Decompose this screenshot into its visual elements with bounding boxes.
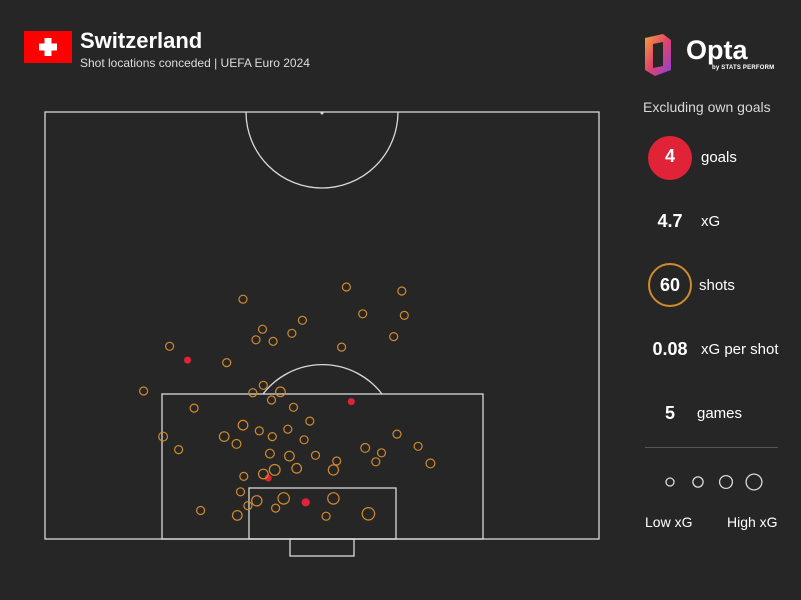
shot-point (254, 426, 264, 436)
centre-circle (245, 111, 399, 189)
shot-point (327, 492, 340, 505)
opta-logo (637, 32, 787, 80)
opta-logo-text: Opta (686, 35, 748, 65)
shot-point (305, 416, 315, 426)
games-label: games (697, 405, 743, 422)
shot-point (237, 419, 249, 431)
goals-badge (648, 136, 692, 180)
goal-shot-point (184, 356, 192, 364)
shot-point (392, 429, 402, 439)
shot-point (267, 432, 277, 442)
shot-point (139, 386, 149, 396)
shot-point (231, 510, 243, 521)
xg-value: 4.7 (657, 211, 683, 231)
opta-logo-icon (645, 34, 671, 76)
shot-point (337, 342, 347, 352)
shot-point (299, 435, 309, 445)
shot-point (283, 424, 293, 434)
legend-size-circle (718, 474, 734, 490)
goal-shot-point (301, 498, 310, 507)
goal-shot-point (264, 474, 272, 482)
switzerland-flag-icon (24, 31, 72, 63)
shot-point (332, 456, 342, 466)
shot-point (341, 282, 351, 292)
chart-subtitle: Shot locations conceded | UEFA Euro 2024 (80, 56, 310, 70)
shot-point (399, 310, 409, 320)
shot-point (243, 501, 253, 511)
shot-point (268, 336, 278, 346)
shot-point (258, 380, 268, 390)
shot-point (235, 487, 246, 497)
shot-point (376, 448, 387, 458)
shot-point (287, 328, 297, 338)
opta-logo-tagline: by STATS PERFORM (712, 65, 775, 71)
shot-point (222, 358, 232, 368)
penalty-arc (262, 364, 383, 395)
chart-title: Switzerland (80, 28, 203, 53)
games-value: 5 (664, 403, 675, 423)
goals-label: goals (701, 149, 737, 166)
shot-point (196, 505, 206, 516)
shot-point (251, 495, 263, 507)
shot-point (361, 506, 376, 521)
shots-value: 60 (659, 275, 681, 295)
legend-size-circle (665, 477, 675, 487)
shot-point (189, 403, 199, 413)
shot-point (327, 464, 340, 476)
legend-size-circle (692, 476, 704, 488)
shot-point (158, 431, 169, 442)
shot-point (238, 294, 248, 304)
shot-point (425, 458, 436, 469)
shot-point (284, 450, 295, 462)
goal (289, 538, 355, 557)
shot-point (218, 431, 230, 443)
shot-point (264, 448, 275, 459)
shot-point (389, 332, 399, 342)
shot-point (291, 462, 303, 474)
shots-badge (648, 263, 692, 307)
goals-value: 4 (664, 146, 675, 166)
centre-spot (320, 111, 324, 115)
shot-point (360, 442, 371, 453)
pitch-outline (44, 111, 600, 540)
xg-per-shot-label: xG per shot (701, 341, 779, 358)
shot-point (275, 386, 286, 398)
shot-point (165, 341, 175, 351)
shot-point (251, 335, 261, 345)
shot-point (288, 402, 299, 412)
legend-low-xg-label: Low xG (645, 514, 693, 530)
shot-point (248, 388, 258, 398)
shot-point (257, 468, 269, 480)
xg-label: xG (701, 213, 721, 230)
stats-note: Excluding own goals (643, 99, 771, 115)
shot-point (271, 503, 281, 513)
shot-point (266, 395, 277, 405)
shot-point (397, 286, 407, 296)
shot-point (231, 438, 242, 449)
shot-point (297, 315, 307, 325)
shot-point (358, 309, 368, 319)
shot-point (371, 457, 381, 467)
shot-point (239, 471, 249, 481)
shot-point (268, 463, 281, 476)
legend-size-circle (745, 473, 763, 491)
shots-label: shots (699, 277, 735, 294)
stats-divider (645, 447, 778, 448)
shot-point (310, 450, 321, 460)
shot-point (321, 511, 331, 521)
shot-point (277, 492, 290, 505)
goal-shot-point (347, 398, 355, 406)
shot-point (257, 324, 268, 334)
shot-point (413, 441, 423, 451)
shot-point (174, 445, 184, 455)
xg-per-shot-value: 0.08 (652, 339, 688, 359)
legend-high-xg-label: High xG (727, 514, 778, 530)
